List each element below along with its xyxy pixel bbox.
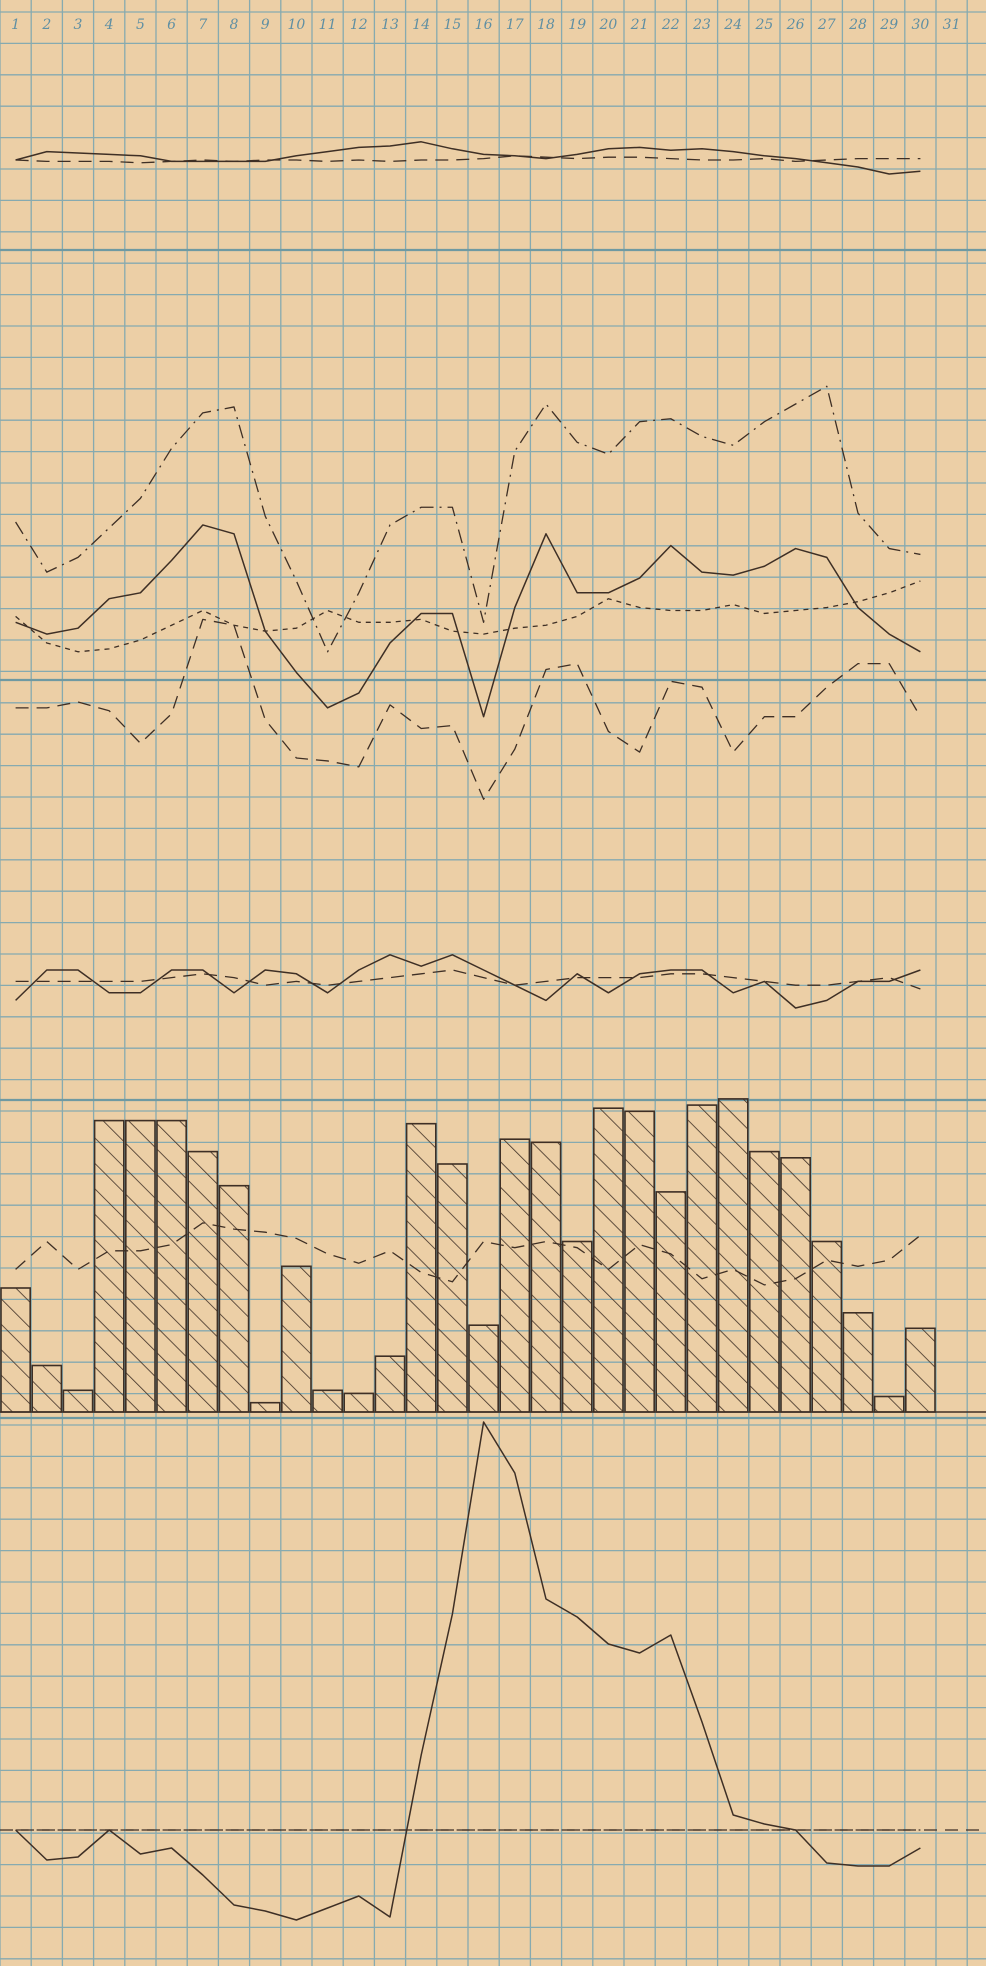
day-label: 26 <box>786 17 805 33</box>
bar-day-8 <box>218 1184 250 1413</box>
day-label: 1 <box>11 17 20 33</box>
day-label: 15 <box>443 17 461 33</box>
day-label: 4 <box>104 17 114 33</box>
day-label: 5 <box>136 17 145 33</box>
bar-day-30 <box>904 1327 936 1413</box>
panel-lower-middle <box>15 954 921 1009</box>
bar-day-9 <box>249 1401 281 1413</box>
day-label: 21 <box>630 17 649 33</box>
day-label: 19 <box>568 17 586 33</box>
series-line-dashed <box>15 1222 921 1286</box>
bar-day-25 <box>748 1150 780 1413</box>
day-label: 3 <box>74 17 83 33</box>
day-label: 29 <box>879 17 898 33</box>
day-label: 2 <box>41 17 51 33</box>
bar-day-3 <box>62 1389 94 1413</box>
day-label: 28 <box>848 17 867 33</box>
bar-day-12 <box>343 1392 375 1413</box>
series-line-solid <box>15 141 921 175</box>
series-line-dashed <box>15 618 921 800</box>
bar-day-26 <box>780 1157 812 1413</box>
day-label: 10 <box>287 17 305 33</box>
bar-day-18 <box>530 1141 562 1413</box>
bar-day-27 <box>811 1240 843 1413</box>
day-label: 16 <box>475 17 493 33</box>
day-label: 11 <box>319 17 337 33</box>
day-label: 6 <box>167 17 176 33</box>
day-label: 27 <box>817 17 836 33</box>
bar-day-15 <box>436 1163 468 1413</box>
bar-day-29 <box>873 1395 905 1413</box>
day-label: 25 <box>754 17 773 33</box>
day-label: 24 <box>723 17 742 33</box>
bar-day-19 <box>561 1240 593 1413</box>
day-number-row: 1 2 3 4 5 6 7 8 9 10 11 12 13 14 15 16 17 18 19 20 21 22 23 24 2… <box>11 17 960 33</box>
bar-day-4 <box>93 1119 125 1413</box>
bar-day-14 <box>405 1122 437 1413</box>
day-label: 9 <box>261 17 270 33</box>
bar-day-23 <box>686 1104 718 1413</box>
bar-day-28 <box>842 1312 874 1413</box>
panel-bars <box>0 1098 986 1413</box>
series-line-dotted <box>15 580 921 653</box>
bar-day-16 <box>468 1324 500 1413</box>
bar-day-11 <box>312 1389 344 1413</box>
day-label: 22 <box>661 17 680 33</box>
chart-panels <box>0 141 986 1921</box>
day-label: 12 <box>350 17 368 33</box>
bar-day-22 <box>655 1191 687 1413</box>
bar-day-1 <box>0 1287 32 1413</box>
bar-day-2 <box>31 1364 63 1413</box>
panel-top <box>15 141 921 175</box>
series-line-solid <box>15 524 921 718</box>
day-label: 8 <box>230 17 239 33</box>
series-line-dashed <box>15 969 921 990</box>
day-label: 31 <box>943 17 961 33</box>
day-label: 23 <box>692 17 711 33</box>
series-line-dash-dot <box>15 385 921 653</box>
bar-day-6 <box>156 1119 188 1413</box>
day-label: 14 <box>412 17 430 33</box>
bar-day-13 <box>374 1355 406 1413</box>
series-line-solid <box>15 954 921 1009</box>
bar-day-17 <box>499 1138 531 1413</box>
panel-upper-middle <box>15 385 921 800</box>
bar-day-7 <box>187 1150 219 1413</box>
day-label: 13 <box>381 17 399 33</box>
series-line-dashed <box>15 155 921 164</box>
bar-day-21 <box>624 1110 656 1413</box>
bar-day-5 <box>125 1119 156 1413</box>
day-label: 20 <box>598 17 617 33</box>
day-label: 7 <box>198 17 207 33</box>
bar-day-20 <box>592 1107 624 1413</box>
day-label: 18 <box>537 17 555 33</box>
bar-day-10 <box>280 1265 312 1413</box>
day-label: 30 <box>911 17 929 33</box>
day-label: 17 <box>506 17 524 33</box>
bar-day-24 <box>717 1098 749 1413</box>
series-line-solid <box>15 1421 921 1921</box>
